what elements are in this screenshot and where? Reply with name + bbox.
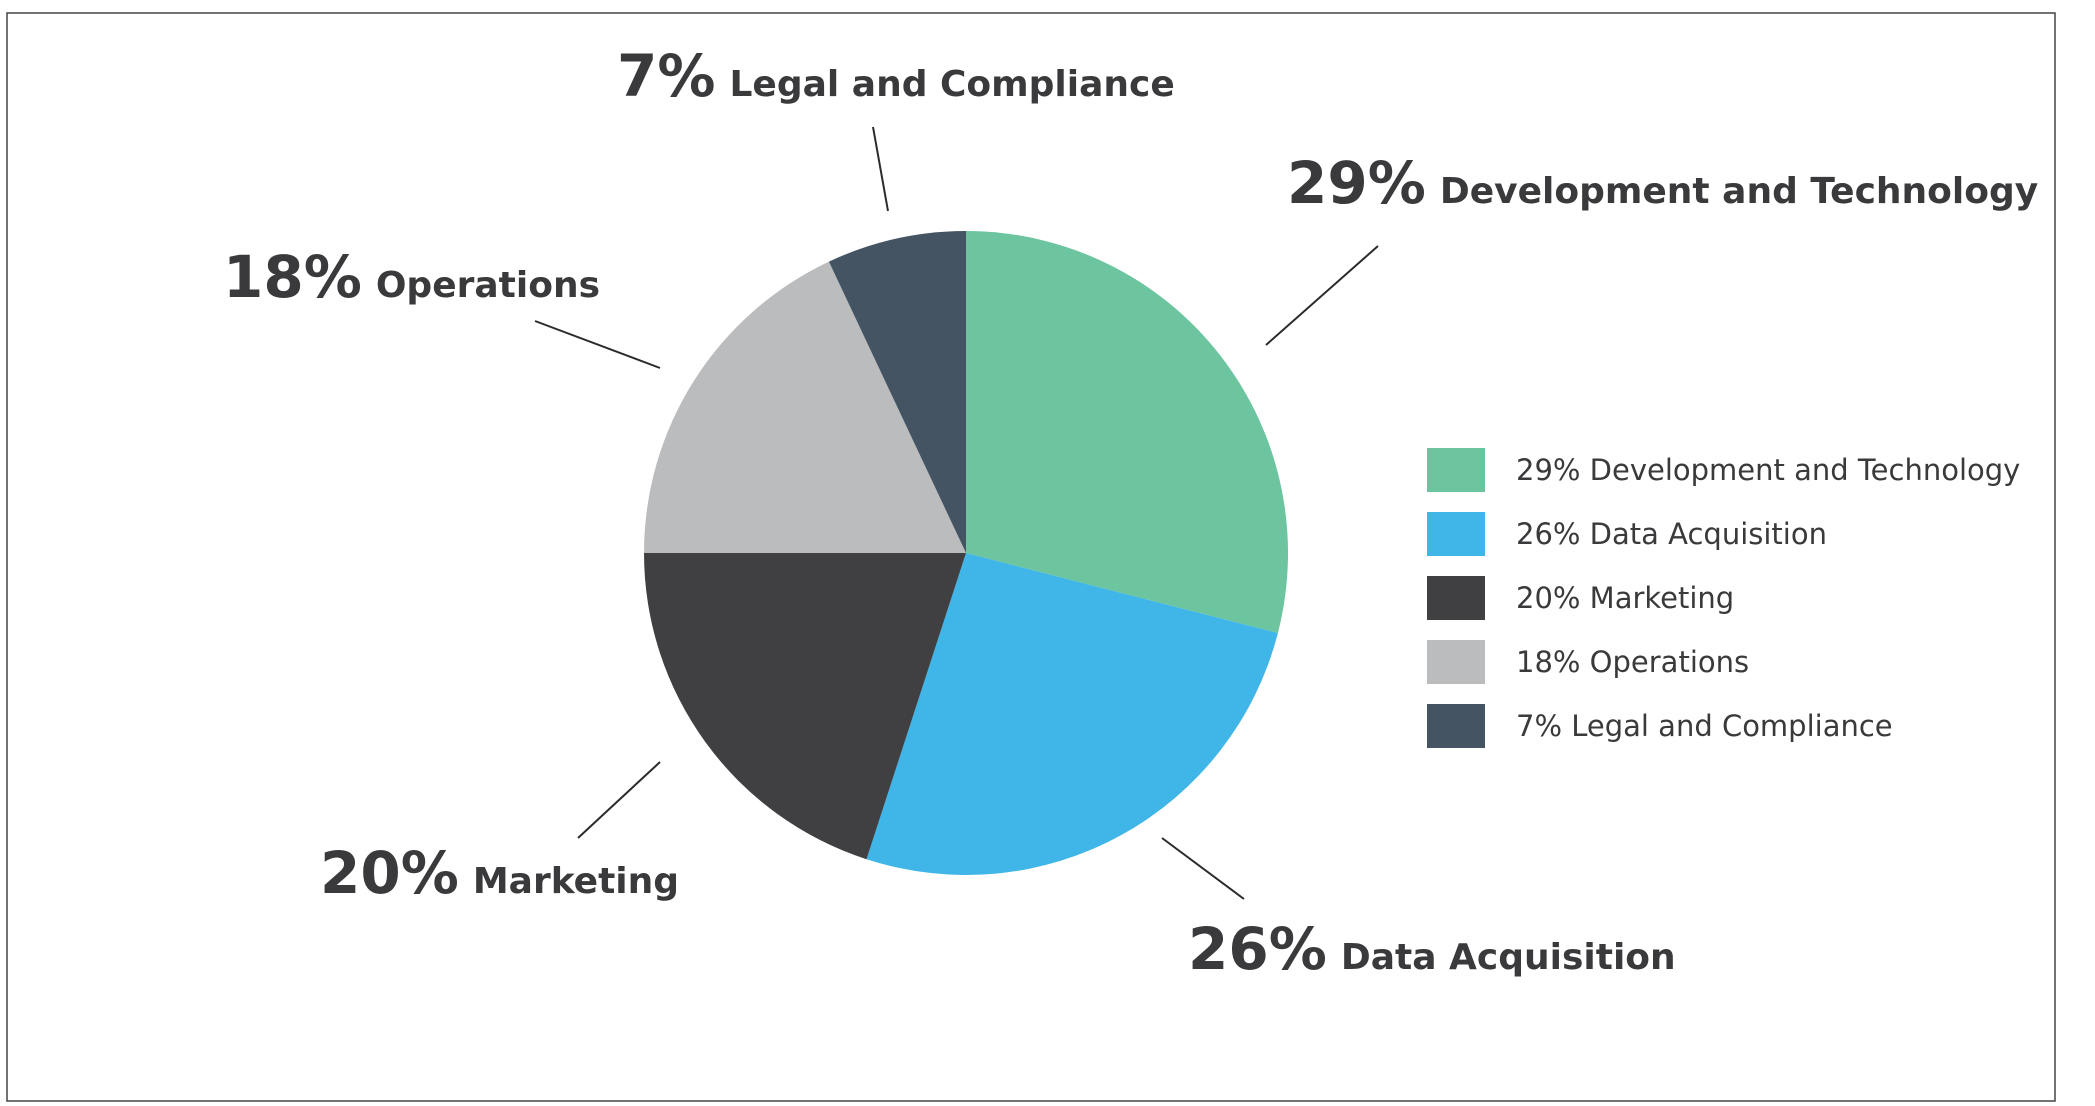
legend-swatch-data-acquisition	[1427, 512, 1485, 556]
slice-marketing	[644, 553, 966, 860]
legend-label-legal-and-compliance: 7% Legal and Compliance	[1516, 709, 1893, 743]
slice-data-acquisition	[866, 553, 1278, 875]
leader-line-legal-and-compliance	[872, 126, 889, 212]
legend-swatch-development-and-technology	[1427, 448, 1485, 492]
slice-legal-and-compliance	[828, 231, 966, 553]
slice-development-and-technology	[966, 231, 1288, 634]
slice-operations	[644, 261, 966, 553]
slice-label-legal-and-compliance: 7% Legal and Compliance	[617, 42, 1175, 110]
leader-lines	[534, 126, 1379, 900]
legend-label-data-acquisition: 26% Data Acquisition	[1516, 517, 1827, 551]
slice-label-marketing: 20% Marketing	[320, 839, 679, 907]
legend-label-development-and-technology: 29% Development and Technology	[1516, 453, 2020, 487]
slice-percent: 26%	[1188, 915, 1327, 983]
legend-swatch-legal-and-compliance	[1427, 704, 1485, 748]
slice-category: Legal and Compliance	[729, 64, 1174, 105]
slice-label-development-and-technology: 29% Development and Technology	[1287, 149, 2038, 217]
slice-label-operations: 18% Operations	[223, 243, 600, 311]
legend-swatch-operations	[1427, 640, 1485, 684]
slice-category: Operations	[376, 265, 600, 306]
slice-percent: 29%	[1287, 149, 1426, 217]
leader-line-development-and-technology	[1265, 245, 1379, 346]
pie-slices	[644, 231, 1288, 875]
slice-category: Data Acquisition	[1341, 937, 1676, 978]
legend-swatch-marketing	[1427, 576, 1485, 620]
slice-category: Development and Technology	[1440, 171, 2038, 212]
slice-label-data-acquisition: 26% Data Acquisition	[1188, 915, 1676, 983]
slice-percent: 7%	[617, 42, 715, 110]
slice-percent: 18%	[223, 243, 362, 311]
legend-label-operations: 18% Operations	[1516, 645, 1749, 679]
leader-line-marketing	[577, 761, 661, 839]
slice-labels: 29% Development and Technology 26% Data Acq…	[223, 42, 2038, 983]
legend-label-marketing: 20% Marketing	[1516, 581, 1734, 615]
slice-percent: 20%	[320, 839, 459, 907]
leader-line-operations	[534, 320, 661, 369]
legend: 29% Development and Technology 26% Data A…	[1427, 448, 2020, 748]
slice-category: Marketing	[473, 861, 679, 902]
leader-line-data-acquisition	[1161, 837, 1245, 900]
